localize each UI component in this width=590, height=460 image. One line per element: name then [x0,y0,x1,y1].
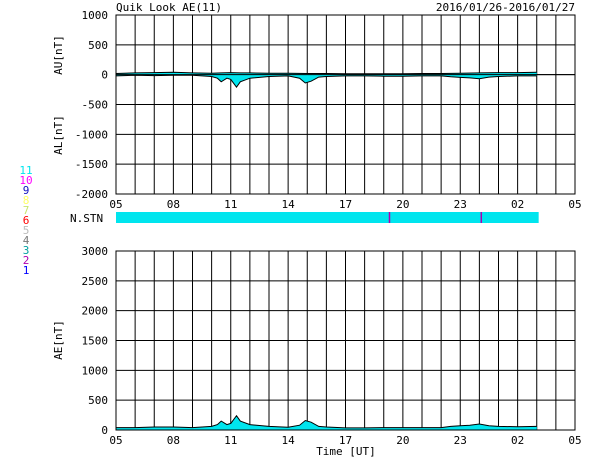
al-series-area [116,74,537,88]
au-axis-label: AU[nT] [52,35,65,75]
x-tick-label: 02 [511,434,524,447]
station-bar [116,212,539,223]
ae-series-line [116,414,537,429]
y-tick-label: 1000 [82,9,109,22]
station-coverage [116,212,539,223]
x-tick-label: 14 [282,434,296,447]
y-tick-label: 500 [88,394,108,407]
y-tick-label: -1500 [75,158,108,171]
al-series-line [115,74,537,89]
y-tick-label: 500 [88,39,108,52]
y-tick-label: 1000 [82,364,109,377]
y-tick-label: -500 [82,99,109,112]
x-axis-label: Time [UT] [316,445,376,458]
legend-item: 2 [23,254,30,267]
x-tick-label: 05 [568,198,581,211]
y-tick-label: -2000 [75,188,108,201]
y-tick-label: 2500 [82,275,109,288]
legend-item: 11 [19,164,32,177]
x-tick-label: 08 [167,198,180,211]
legend-item: 1 [23,264,30,277]
legend-item: 3 [23,244,30,257]
x-tick-label: 11 [224,434,237,447]
x-tick-label: 14 [282,198,296,211]
date-range: 2016/01/26-2016/01/27 [436,1,575,14]
y-tick-label: 2000 [82,305,109,318]
y-tick-label: 0 [101,69,108,82]
x-tick-label: 20 [396,198,409,211]
legend-item: 8 [23,194,30,207]
plot-frame [115,14,576,195]
x-tick-label: 23 [454,434,467,447]
legend-item: 4 [23,234,30,247]
x-tick-label: 08 [167,434,180,447]
x-tick-label: 11 [224,198,237,211]
legend-item: 7 [23,204,30,217]
x-tick-label: 05 [109,198,122,211]
plot-title: Quik Look AE(11) [116,1,222,14]
legend-item: 5 [23,224,30,237]
legend-item: 9 [23,184,30,197]
y-tick-label: -1000 [75,128,108,141]
x-tick-label: 02 [511,198,524,211]
x-tick-label: 17 [339,198,352,211]
legend-item: 6 [23,214,30,227]
al-axis-label: AL[nT] [52,115,65,155]
y-tick-label: 3000 [82,245,109,258]
au-series-line [115,71,537,75]
x-tick-label: 05 [109,434,122,447]
y-tick-label: 1500 [82,335,109,348]
x-tick-label: 23 [454,198,467,211]
legend-item: 10 [19,174,32,187]
plot-frame [115,250,576,431]
x-tick-label: 17 [339,434,352,447]
station-bar-label: N.STN [70,212,103,225]
x-tick-label: 05 [568,434,581,447]
ae-axis-label: AE[nT] [52,320,65,360]
y-tick-label: 0 [101,424,108,437]
ae-series-area [116,415,537,430]
x-tick-label: 20 [396,434,409,447]
